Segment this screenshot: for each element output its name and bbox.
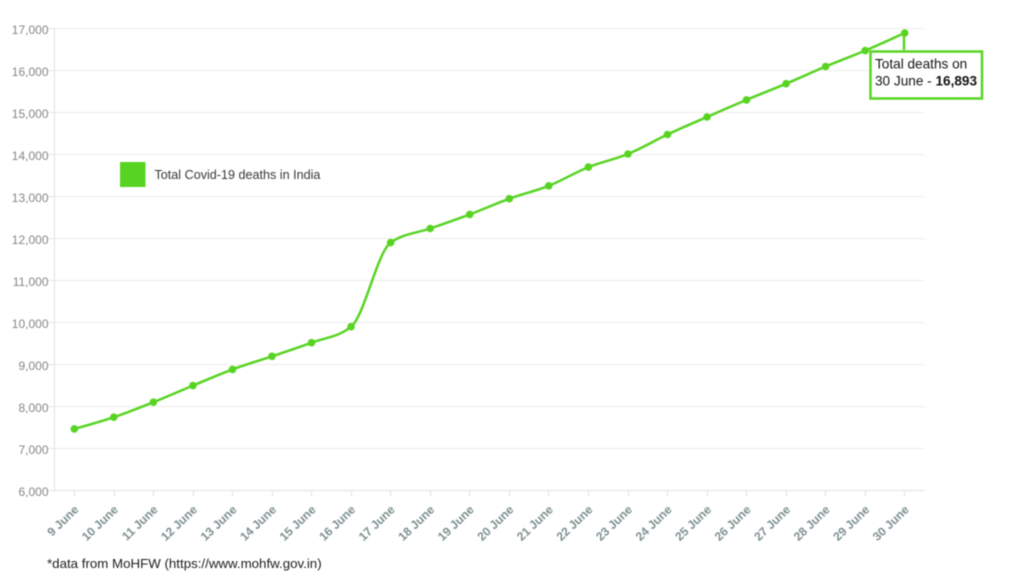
- svg-text:10,000: 10,000: [12, 317, 49, 331]
- svg-text:Total Covid-19 deaths in India: Total Covid-19 deaths in India: [155, 168, 321, 182]
- svg-text:Total deaths on: Total deaths on: [875, 57, 967, 72]
- svg-text:14,000: 14,000: [12, 149, 49, 163]
- svg-text:17,000: 17,000: [12, 23, 49, 37]
- svg-text:7,000: 7,000: [18, 443, 48, 457]
- svg-text:13,000: 13,000: [12, 191, 49, 205]
- svg-text:12,000: 12,000: [12, 233, 49, 247]
- svg-text:8,000: 8,000: [18, 401, 48, 415]
- svg-text:16,000: 16,000: [12, 65, 49, 79]
- svg-text:30 June - 16,893: 30 June - 16,893: [875, 74, 977, 89]
- svg-text:*data from MoHFW (https://www.: *data from MoHFW (https://www.mohfw.gov.…: [47, 556, 322, 571]
- svg-text:11,000: 11,000: [13, 275, 49, 289]
- svg-text:6,000: 6,000: [18, 485, 48, 499]
- svg-text:9,000: 9,000: [18, 359, 48, 373]
- svg-text:15,000: 15,000: [12, 107, 49, 121]
